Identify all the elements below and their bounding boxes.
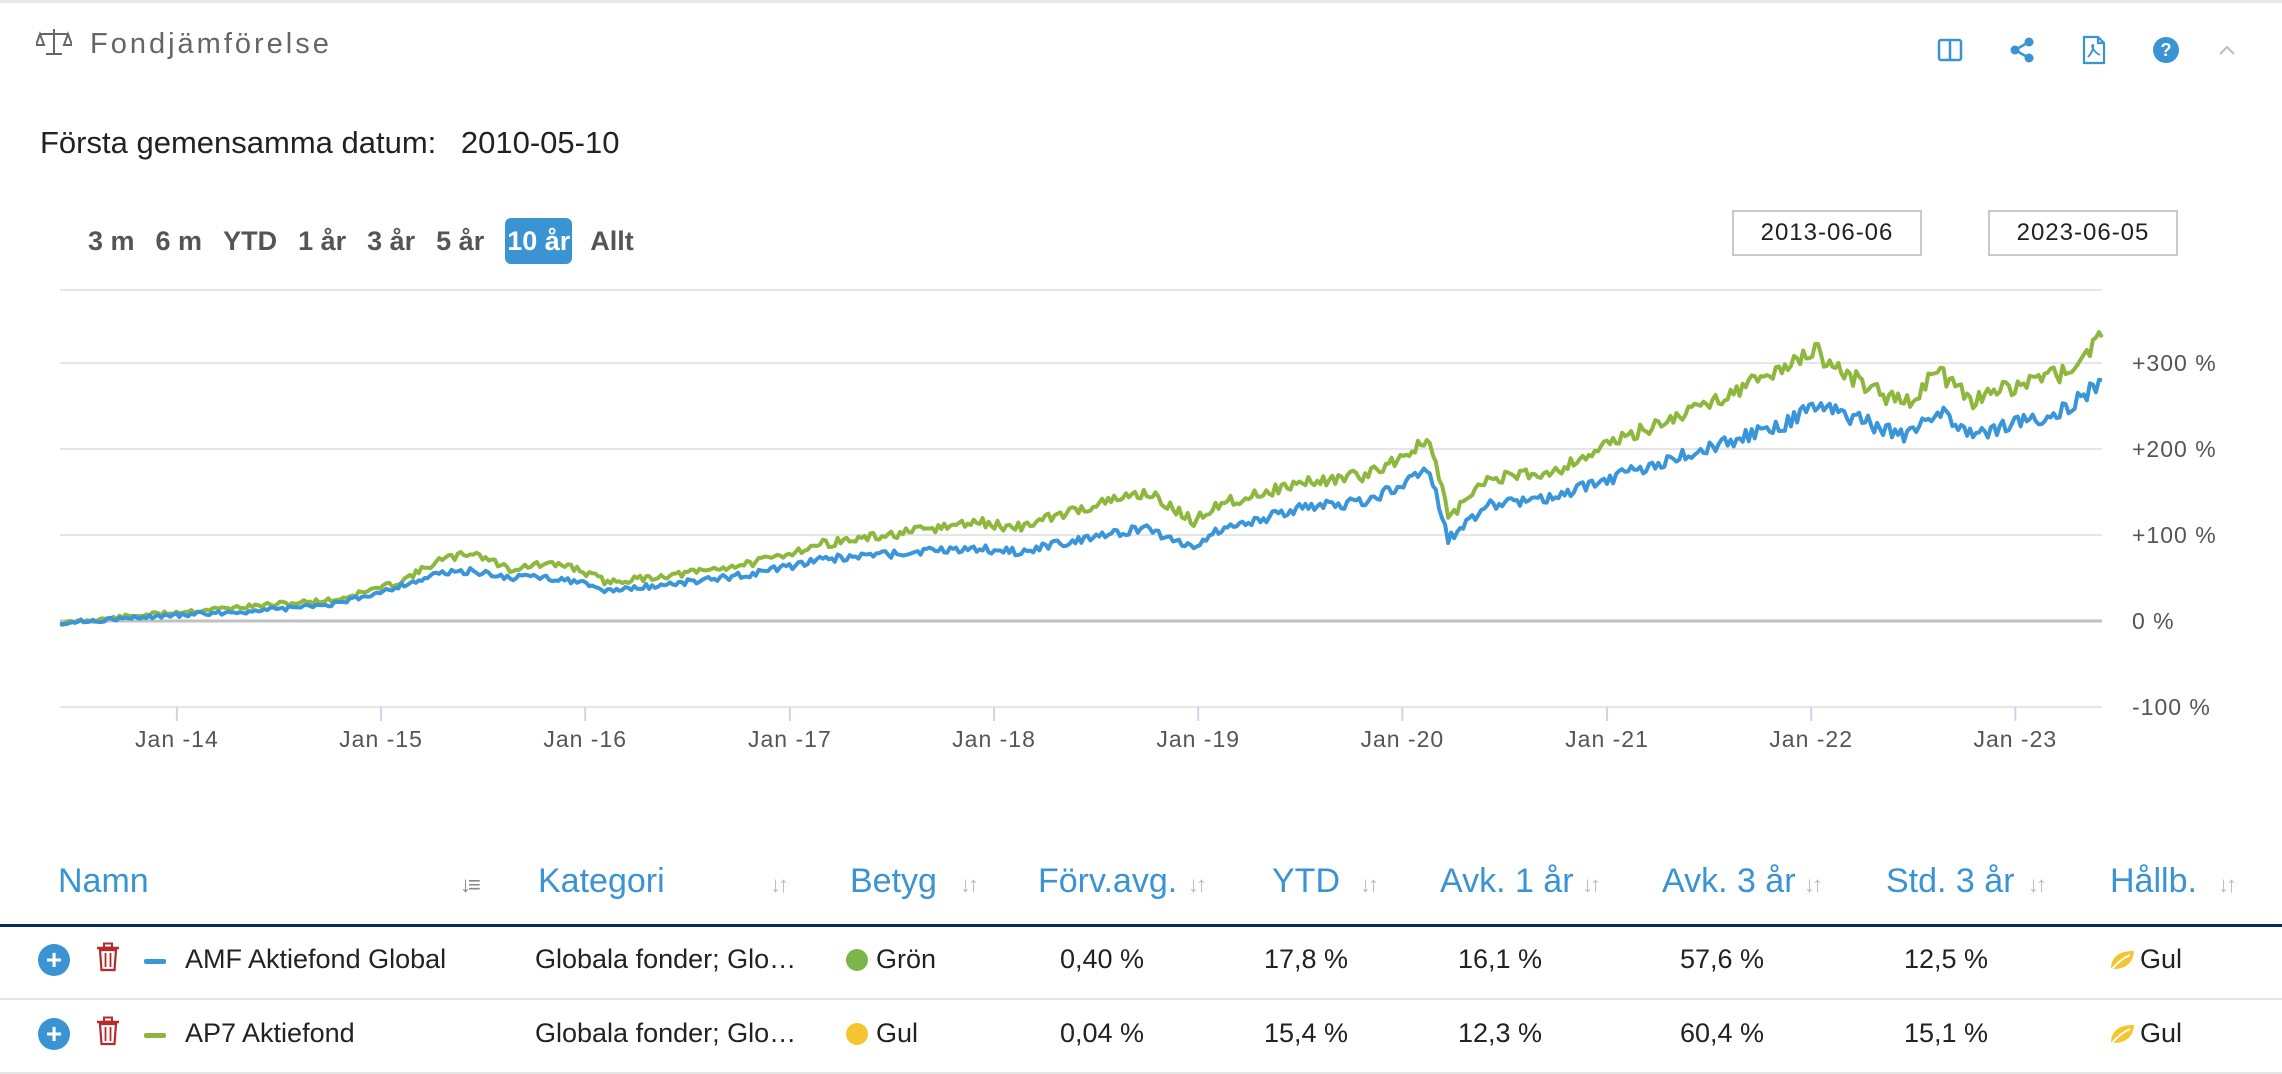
- fund-name[interactable]: AP7 Aktiefond: [185, 1018, 355, 1048]
- date-to-input[interactable]: 2023-06-05: [1988, 210, 2178, 256]
- sort-icon[interactable]: ↓↑: [1360, 872, 1379, 897]
- y-tick-label: +200 %: [2132, 436, 2217, 462]
- x-tick-label: Jan -18: [952, 726, 1036, 750]
- col-header-kategori[interactable]: Kategori: [538, 862, 665, 900]
- scale-icon: [34, 27, 74, 62]
- trash-icon[interactable]: [96, 942, 120, 977]
- sustainability-label: Gul: [2140, 944, 2183, 974]
- sort-icon[interactable]: ↓↑: [1188, 872, 1207, 897]
- fund-sustainability: Gul: [2108, 944, 2182, 979]
- range-5y-button[interactable]: 5 år: [436, 226, 485, 256]
- fund-rating: Grön: [846, 944, 936, 975]
- x-tick-label: Jan -23: [1973, 726, 2057, 750]
- range-3m-button[interactable]: 3 m: [88, 226, 135, 256]
- rating-label: Gul: [876, 1018, 919, 1048]
- y-tick-label: +300 %: [2132, 350, 2217, 376]
- fund-std-3y: 12,5 %: [1904, 944, 1989, 974]
- table-row: + AMF Aktiefond Global Globala fonder; G…: [0, 924, 2282, 1000]
- first-common-date: Första gemensamma datum: 2010-05-10: [40, 125, 619, 161]
- range-1y-button[interactable]: 1 år: [298, 226, 347, 256]
- fund-name[interactable]: AMF Aktiefond Global: [185, 944, 447, 974]
- sort-icon[interactable]: ↓↑: [1582, 872, 1601, 897]
- series-line-marker: [144, 959, 166, 964]
- rating-dot-icon: [846, 949, 868, 971]
- rating-label: Grön: [876, 944, 937, 974]
- fund-return-1y: 16,1 %: [1458, 944, 1543, 974]
- fund-sustainability: Gul: [2108, 1018, 2182, 1053]
- widget-title: Fondjämförelse: [90, 27, 332, 60]
- y-tick-label: +100 %: [2132, 522, 2217, 548]
- col-header-namn[interactable]: Namn: [58, 862, 149, 900]
- add-icon[interactable]: +: [38, 944, 70, 976]
- x-tick-label: Jan -22: [1769, 726, 1853, 750]
- svg-text:?: ?: [2161, 40, 2172, 60]
- range-all-button[interactable]: Allt: [590, 226, 634, 256]
- x-tick-label: Jan -14: [135, 726, 219, 750]
- sort-icon[interactable]: ↓↑: [1804, 872, 1823, 897]
- x-tick-label: Jan -16: [543, 726, 627, 750]
- panel-top-border: [0, 0, 2282, 3]
- sustainability-label: Gul: [2140, 1018, 2183, 1048]
- collapse-icon[interactable]: [2202, 28, 2252, 72]
- fund-return-1y: 12,3 %: [1458, 1018, 1543, 1048]
- columns-icon[interactable]: [1914, 28, 1986, 72]
- sort-icon[interactable]: ↓↑: [770, 872, 789, 897]
- pdf-icon[interactable]: [2058, 28, 2130, 72]
- leaf-icon: [2108, 1022, 2136, 1053]
- col-header-avk3[interactable]: Avk. 3 år: [1662, 862, 1796, 900]
- date-from-input[interactable]: 2013-06-06: [1732, 210, 1922, 256]
- add-icon[interactable]: +: [38, 1018, 70, 1050]
- x-tick-label: Jan -17: [748, 726, 832, 750]
- x-tick-label: Jan -21: [1565, 726, 1649, 750]
- fund-ytd: 17,8 %: [1264, 944, 1349, 974]
- fund-std-3y: 15,1 %: [1904, 1018, 1989, 1048]
- y-tick-label: -100 %: [2132, 694, 2211, 720]
- col-header-forvavg[interactable]: Förv.avg.: [1038, 862, 1178, 900]
- range-6m-button[interactable]: 6 m: [155, 226, 203, 256]
- range-selector: 3 m 6 m YTD 1 år 3 år 5 år 10 år Allt: [88, 218, 655, 264]
- fund-category: Globala fonder; Glo…: [535, 944, 797, 974]
- col-header-betyg[interactable]: Betyg: [850, 862, 937, 900]
- series-line-ap7-aktiefond: [59, 330, 2104, 627]
- series-line-marker: [144, 1033, 166, 1038]
- col-header-ytd[interactable]: YTD: [1272, 862, 1340, 900]
- fund-return-3y: 57,6 %: [1680, 944, 1765, 974]
- first-common-date-label: Första gemensamma datum:: [40, 125, 437, 160]
- col-header-avk1[interactable]: Avk. 1 år: [1440, 862, 1574, 900]
- range-3y-button[interactable]: 3 år: [367, 226, 416, 256]
- series-line-amf-aktiefond-global: [59, 377, 2103, 627]
- table-row: + AP7 Aktiefond Globala fonder; Glo… Gul…: [0, 998, 2282, 1074]
- sort-icon[interactable]: ↓↑: [960, 872, 979, 897]
- sort-icon[interactable]: ↓↑: [2028, 872, 2047, 897]
- table-header: Namn ↓≡ Kategori ↓↑ Betyg ↓↑ Förv.avg. ↓…: [0, 850, 2282, 927]
- range-10y-button[interactable]: 10 år: [505, 218, 573, 264]
- fund-ytd: 15,4 %: [1264, 1018, 1349, 1048]
- fund-rating: Gul: [846, 1018, 918, 1049]
- col-header-std3[interactable]: Std. 3 år: [1886, 862, 2015, 900]
- fund-fee: 0,40 %: [1060, 944, 1145, 974]
- y-tick-label: 0 %: [2132, 608, 2175, 634]
- performance-chart: +300 % +200 % +100 % 0 % -100 % Jan -14 Jan -…: [59, 289, 2217, 750]
- col-header-hallb[interactable]: Hållb.: [2110, 862, 2197, 900]
- sort-desc-icon[interactable]: ↓≡: [460, 872, 481, 897]
- first-common-date-value: 2010-05-10: [460, 125, 620, 160]
- rating-dot-icon: [846, 1023, 868, 1045]
- trash-icon[interactable]: [96, 1016, 120, 1051]
- x-tick-label: Jan -15: [339, 726, 423, 750]
- leaf-icon: [2108, 948, 2136, 979]
- x-tick-label: Jan -20: [1360, 726, 1444, 750]
- sort-icon[interactable]: ↓↑: [2218, 872, 2237, 897]
- widget-header: Fondjämförelse: [34, 24, 332, 64]
- widget-toolbar: ?: [1914, 28, 2252, 72]
- fund-return-3y: 60,4 %: [1680, 1018, 1765, 1048]
- x-tick-label: Jan -19: [1156, 726, 1240, 750]
- fund-category: Globala fonder; Glo…: [535, 1018, 797, 1048]
- fund-fee: 0,04 %: [1060, 1018, 1145, 1048]
- help-icon[interactable]: ?: [2130, 28, 2202, 72]
- share-icon[interactable]: [1986, 28, 2058, 72]
- range-ytd-button[interactable]: YTD: [223, 226, 278, 256]
